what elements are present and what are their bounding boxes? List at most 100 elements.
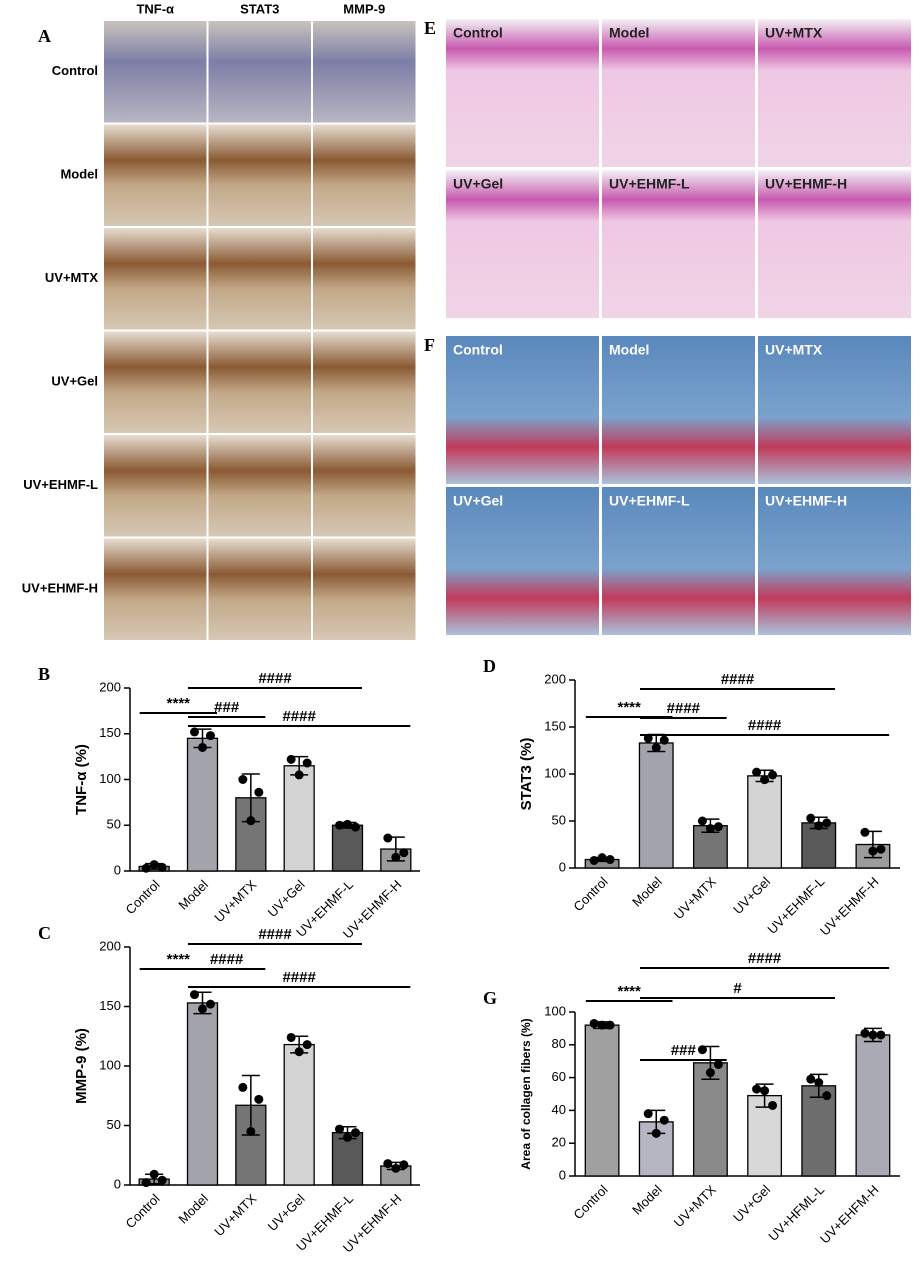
panel-label: F <box>424 335 435 355</box>
significance-label: **** <box>167 951 191 968</box>
histology-image <box>446 170 599 318</box>
x-tick-label: UV+Gel <box>265 1191 308 1234</box>
significance-label: #### <box>282 708 316 725</box>
ihc-image <box>208 124 311 226</box>
cell-label: UV+EHMF-H <box>765 493 847 509</box>
bar <box>283 1043 315 1186</box>
x-tick-label: UV+MTX <box>211 877 259 925</box>
significance-label: #### <box>721 671 755 688</box>
significance-label: ### <box>671 1042 697 1059</box>
y-tick-label: 100 <box>544 765 566 780</box>
data-point <box>391 852 401 862</box>
data-point <box>860 1028 870 1038</box>
data-point <box>254 787 264 797</box>
row-label: UV+MTX <box>45 270 98 285</box>
data-point <box>302 1040 312 1050</box>
significance-label: #### <box>282 969 316 986</box>
y-tick-label: 150 <box>544 718 566 733</box>
x-tick-label: UV+EHFM-H <box>817 1182 881 1246</box>
data-point <box>876 1030 886 1040</box>
significance-label: **** <box>617 983 641 1000</box>
data-point <box>157 1175 167 1185</box>
significance-label: ### <box>214 699 240 716</box>
data-point <box>383 833 393 843</box>
data-point <box>868 846 878 856</box>
significance-label: #### <box>210 951 244 968</box>
data-point <box>651 743 661 753</box>
ihc-image <box>104 124 207 226</box>
data-point <box>198 1004 207 1014</box>
data-point <box>254 1094 264 1104</box>
y-tick-label: 0 <box>559 1167 566 1182</box>
row-label: UV+Gel <box>51 374 98 389</box>
data-point <box>822 818 832 828</box>
y-tick-label: 80 <box>552 1036 566 1051</box>
data-point <box>206 731 215 741</box>
data-point <box>190 727 199 737</box>
y-tick-label: 0 <box>114 1176 121 1191</box>
data-point <box>860 827 870 837</box>
bar <box>584 1024 620 1177</box>
data-point <box>768 770 778 780</box>
data-point <box>343 1132 352 1142</box>
data-point <box>149 860 159 870</box>
y-tick-label: 40 <box>552 1102 566 1117</box>
cell-label: Model <box>609 342 649 358</box>
x-tick-label: Control <box>570 1182 610 1222</box>
cell-label: UV+MTX <box>765 25 823 41</box>
significance-label: #### <box>258 926 292 943</box>
cell-label: UV+EHMF-H <box>765 176 847 192</box>
y-tick-label: 150 <box>99 725 121 740</box>
data-point <box>343 819 352 829</box>
data-point <box>705 824 715 834</box>
data-point <box>141 1178 151 1188</box>
bar <box>747 775 783 869</box>
data-point <box>351 822 360 832</box>
row-label: Model <box>60 167 98 182</box>
data-point <box>383 1159 393 1169</box>
y-axis-label: Area of collagen fibers (%) <box>519 1018 533 1169</box>
data-point <box>141 863 151 873</box>
histology-image <box>446 19 599 167</box>
x-tick-label: Model <box>629 1182 665 1218</box>
data-point <box>238 775 248 784</box>
data-point <box>149 1169 159 1179</box>
y-tick-label: 100 <box>99 771 121 786</box>
data-point <box>814 1078 824 1088</box>
histology-image <box>602 336 755 484</box>
y-tick-label: 150 <box>99 998 121 1013</box>
ihc-image <box>208 435 311 537</box>
data-point <box>705 1068 715 1078</box>
cell-label: UV+EHMF-L <box>609 176 690 192</box>
data-point <box>589 1018 599 1028</box>
x-tick-label: UV+MTX <box>671 874 719 922</box>
significance-label: # <box>733 980 742 997</box>
data-point <box>659 1115 669 1125</box>
data-point <box>399 1160 409 1170</box>
data-point <box>814 821 824 831</box>
cell-label: Control <box>453 342 503 358</box>
histology-image <box>602 19 755 167</box>
data-point <box>246 816 256 826</box>
histology-image <box>758 487 911 635</box>
ihc-image <box>104 21 207 123</box>
y-axis-label: TNF-α (%) <box>73 744 90 815</box>
ihc-image <box>104 435 207 537</box>
data-point <box>651 1128 661 1138</box>
data-point <box>713 822 723 832</box>
row-label: UV+EHMF-H <box>22 581 98 596</box>
data-point <box>643 1109 653 1119</box>
x-tick-label: UV+Gel <box>265 877 308 920</box>
data-point <box>335 820 344 830</box>
y-tick-label: 20 <box>552 1135 566 1150</box>
cell-label: Model <box>609 25 649 41</box>
x-tick-label: UV+Gel <box>730 874 773 917</box>
column-header: TNF-α <box>136 1 174 16</box>
data-point <box>868 1030 878 1040</box>
column-header: MMP-9 <box>343 1 385 16</box>
data-point <box>294 770 304 780</box>
x-tick-label: Control <box>570 874 610 914</box>
significance-label: #### <box>748 717 782 734</box>
y-axis-label: MMP-9 (%) <box>73 1028 90 1104</box>
significance-label: #### <box>748 950 782 967</box>
